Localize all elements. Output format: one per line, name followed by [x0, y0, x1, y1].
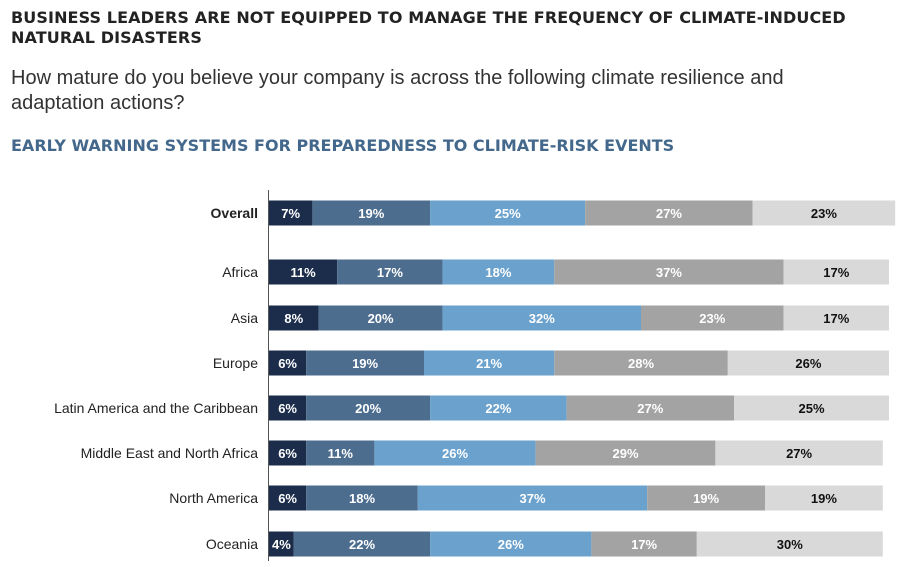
data-label: 6%	[278, 401, 297, 416]
data-label: 6%	[278, 446, 297, 461]
bar-segment	[269, 485, 307, 511]
data-label: 25%	[798, 401, 824, 416]
data-label: 37%	[656, 265, 682, 280]
bar-segment	[647, 485, 765, 511]
data-label: 17%	[377, 265, 403, 280]
data-label: 11%	[328, 446, 354, 461]
data-label: 4%	[272, 537, 291, 552]
data-label: 11%	[290, 265, 316, 280]
bar-segment	[269, 395, 307, 421]
data-label: 19%	[693, 491, 719, 506]
data-label: 26%	[498, 537, 524, 552]
data-label: 26%	[442, 446, 468, 461]
bar-segment	[269, 440, 307, 466]
bar-segment	[783, 259, 889, 285]
chart-title: EARLY WARNING SYSTEMS FOR PREPAREDNESS T…	[11, 136, 675, 155]
data-label: 8%	[284, 311, 303, 326]
data-label: 18%	[349, 491, 375, 506]
bar-segment	[430, 200, 586, 226]
bar-segment	[306, 350, 424, 376]
data-label: 6%	[278, 356, 297, 371]
chart-header-title: BUSINESS LEADERS ARE NOT EQUIPPED TO MAN…	[11, 8, 846, 47]
bar-segment	[554, 350, 728, 376]
bar-segment	[566, 395, 734, 421]
bar-segment	[269, 259, 338, 285]
bar-segment	[424, 350, 555, 376]
bar-segment	[641, 305, 784, 331]
category-label-latin-america-and-the-caribbean: Latin America and the Caribbean	[54, 400, 258, 416]
bar-segment	[374, 440, 536, 466]
bar-segment	[269, 305, 319, 331]
bar-segment	[306, 485, 418, 511]
data-label: 22%	[485, 401, 511, 416]
bar-segment	[442, 305, 641, 331]
data-label: 19%	[352, 356, 378, 371]
data-label: 37%	[519, 491, 545, 506]
category-label-africa: Africa	[222, 264, 258, 280]
data-label: 21%	[476, 356, 502, 371]
bars-group: Overall 7% 19% 25% 27% 23% Africa 11% 17% 18% 37% 1…	[54, 200, 896, 557]
bar-segment	[554, 259, 784, 285]
data-label: 32%	[529, 311, 555, 326]
bar-segment	[269, 531, 294, 557]
bar-segment	[312, 200, 431, 226]
bar-segment	[783, 305, 889, 331]
bar-segment	[535, 440, 716, 466]
category-label-oceania: Oceania	[206, 536, 258, 552]
bar-segment	[734, 395, 889, 421]
data-label: 17%	[823, 265, 849, 280]
data-label: 19%	[811, 491, 837, 506]
data-label: 17%	[631, 537, 657, 552]
bar-segment	[293, 531, 431, 557]
data-label: 25%	[495, 206, 521, 221]
data-label: 22%	[349, 537, 375, 552]
data-label: 27%	[637, 401, 663, 416]
data-label: 20%	[355, 401, 381, 416]
survey-question: How mature do you believe your company i…	[11, 67, 784, 114]
bar-segment	[318, 305, 443, 331]
category-label-overall: Overall	[211, 205, 258, 221]
bar-segment	[752, 200, 896, 226]
data-label: 27%	[656, 206, 682, 221]
bar-segment	[269, 350, 307, 376]
data-label: 19%	[358, 206, 384, 221]
data-label: 23%	[811, 206, 837, 221]
category-label-middle-east-and-north-africa: Middle East and North Africa	[81, 445, 259, 461]
data-label: 29%	[612, 446, 638, 461]
bar-segment	[306, 395, 431, 421]
data-label: 6%	[278, 491, 297, 506]
bar-segment	[585, 200, 753, 226]
data-label: 23%	[699, 311, 725, 326]
bar-segment	[430, 531, 592, 557]
data-label: 18%	[485, 265, 511, 280]
bar-segment	[765, 485, 883, 511]
data-label: 26%	[795, 356, 821, 371]
bar-segment	[337, 259, 443, 285]
bar-segment	[417, 485, 648, 511]
data-label: 7%	[281, 206, 300, 221]
data-label: 20%	[368, 311, 394, 326]
bar-segment	[696, 531, 883, 557]
data-label: 28%	[628, 356, 654, 371]
bar-segment	[430, 395, 567, 421]
bar-segment	[591, 531, 697, 557]
data-label: 30%	[777, 537, 803, 552]
data-label: 27%	[786, 446, 812, 461]
bar-segment	[727, 350, 889, 376]
bar-segment	[442, 259, 555, 285]
bar-segment	[715, 440, 883, 466]
category-label-europe: Europe	[213, 355, 258, 371]
data-label: 17%	[823, 311, 849, 326]
category-label-north-america: North America	[169, 490, 258, 506]
bar-segment	[269, 200, 313, 226]
category-label-asia: Asia	[231, 310, 258, 326]
bar-segment	[306, 440, 375, 466]
